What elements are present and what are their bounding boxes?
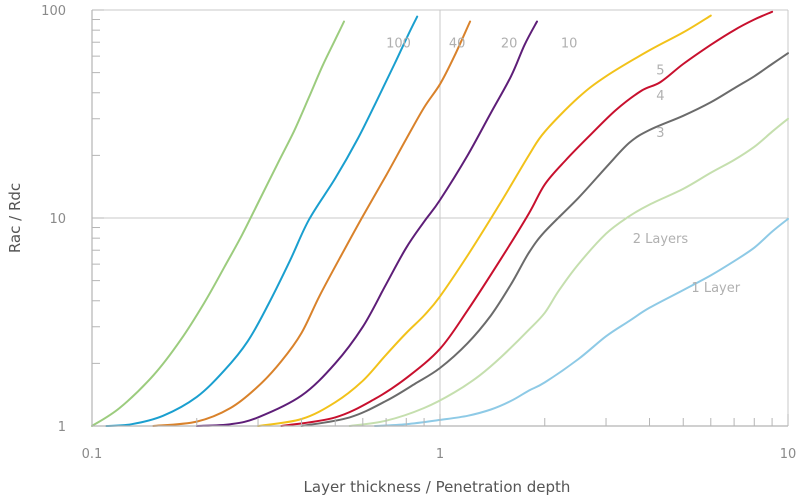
y-tick-label: 10 xyxy=(49,212,66,227)
series-line-8 xyxy=(373,217,789,427)
series-label-5: 4 xyxy=(656,89,664,104)
series-label-6: 3 xyxy=(656,126,664,141)
series-label-2: 20 xyxy=(501,37,518,52)
y-tick-label: 1 xyxy=(58,420,66,435)
series-line-7 xyxy=(348,117,789,427)
y-axis-title: Rac / Rdc xyxy=(6,183,24,253)
series-line-1 xyxy=(105,15,419,427)
x-tick-label: 10 xyxy=(780,447,797,462)
x-axis-title: Layer thickness / Penetration depth xyxy=(304,478,571,496)
series-label-8: 1 Layer xyxy=(691,281,740,296)
series-line-3 xyxy=(195,20,538,427)
series-line-0 xyxy=(91,20,345,427)
series-label-3: 10 xyxy=(561,37,578,52)
x-tick-label: 1 xyxy=(436,447,444,462)
series-label-7: 2 Layers xyxy=(633,232,689,247)
axes: 0.1 1 10 1 10 100 xyxy=(41,4,796,462)
series-label-1: 40 xyxy=(449,37,466,52)
x-tick-label: 0.1 xyxy=(82,447,103,462)
series-line-6 xyxy=(300,52,789,427)
series-lines xyxy=(91,10,789,427)
series-line-5 xyxy=(280,10,774,427)
series-labels: 100 40 20 10 5 4 3 2 Layers 1 Layer xyxy=(386,37,741,297)
series-label-0: 100 xyxy=(386,37,411,52)
series-line-2 xyxy=(152,20,472,427)
gridlines xyxy=(92,9,789,426)
y-tick-label: 100 xyxy=(41,4,66,19)
series-label-4: 5 xyxy=(656,63,664,78)
series-line-4 xyxy=(257,14,712,427)
